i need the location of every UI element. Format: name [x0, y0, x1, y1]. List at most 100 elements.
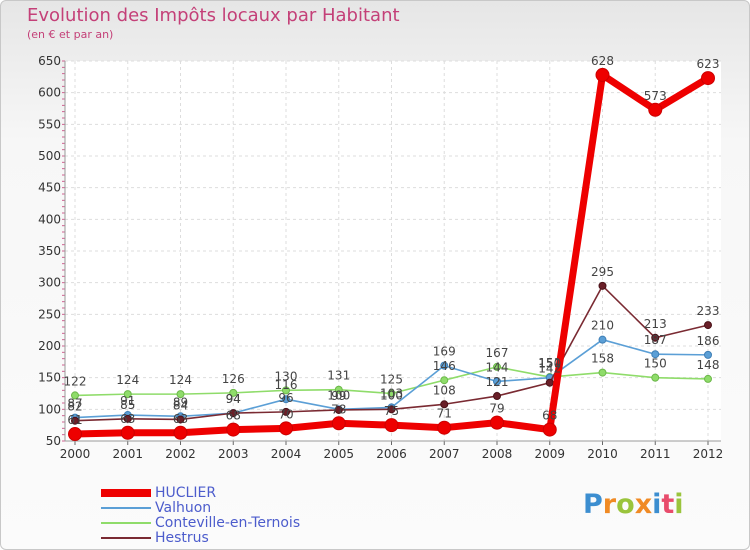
data-label-hestrus: 85: [120, 398, 135, 412]
brand-letter: P: [583, 489, 603, 520]
data-label-valhuon: 187: [644, 333, 667, 347]
x-tick-label: 2010: [587, 447, 618, 461]
data-label-conteville-en-ternois: 130: [275, 369, 298, 383]
data-point-conteville-en-ternois: [387, 389, 396, 398]
y-tick-label: 550: [38, 117, 61, 131]
x-tick-label: 2001: [112, 447, 143, 461]
legend-swatch-huclier: [101, 489, 151, 497]
data-point-hestrus: [598, 281, 607, 290]
data-point-huclier: [648, 102, 663, 117]
data-label-valhuon: 103: [380, 386, 403, 400]
chart-subtitle: (en € et par an): [27, 28, 114, 41]
data-point-huclier: [226, 422, 241, 437]
data-point-conteville-en-ternois: [440, 376, 449, 385]
x-tick-label: 2011: [640, 447, 671, 461]
data-point-conteville-en-ternois: [334, 385, 343, 394]
legend-swatch-valhuon: [101, 507, 151, 509]
brand-letter: t: [661, 489, 675, 520]
data-label-conteville-en-ternois: 124: [169, 373, 192, 387]
y-tick-label: 500: [38, 149, 61, 163]
data-label-huclier: 573: [644, 89, 667, 103]
data-label-conteville-en-ternois: 126: [222, 372, 245, 386]
data-point-conteville-en-ternois: [704, 374, 712, 383]
x-tick-label: 2008: [482, 447, 513, 461]
x-tick-label: 2002: [165, 447, 196, 461]
data-label-conteville-en-ternois: 146: [433, 359, 456, 373]
data-point-valhuon: [704, 350, 712, 359]
data-label-huclier: 61: [67, 413, 82, 427]
data-label-valhuon: 186: [697, 334, 720, 348]
data-label-hestrus: 142: [538, 362, 561, 376]
data-label-valhuon: 100: [327, 388, 350, 402]
data-label-conteville-en-ternois: 151: [538, 356, 561, 370]
data-label-valhuon: 89: [173, 395, 188, 409]
data-label-hestrus: 108: [433, 383, 456, 397]
data-point-conteville-en-ternois: [123, 390, 132, 399]
data-label-hestrus: 100: [380, 388, 403, 402]
data-point-huclier: [490, 415, 504, 430]
data-point-hestrus: [123, 414, 132, 423]
proxiti-logo[interactable]: Proxiti: [583, 489, 684, 520]
data-point-huclier: [701, 71, 715, 86]
x-tick-label: 2003: [218, 447, 249, 461]
data-label-valhuon: 150: [538, 357, 561, 371]
x-tick-label: 2012: [693, 447, 724, 461]
data-point-hestrus: [229, 409, 238, 418]
data-label-huclier: 68: [226, 409, 241, 423]
y-tick-label: 250: [38, 307, 61, 321]
legend-label-conteville: Conteville-en-Ternois: [155, 515, 301, 531]
data-point-valhuon: [440, 361, 449, 370]
y-tick-label: 150: [38, 371, 61, 385]
legend-swatch-hestrus: [101, 537, 151, 539]
data-label-conteville-en-ternois: 122: [64, 374, 87, 388]
data-label-huclier: 63: [120, 412, 135, 426]
data-label-conteville-en-ternois: 125: [380, 373, 403, 387]
data-point-valhuon: [493, 377, 501, 386]
y-tick-label: 600: [38, 86, 61, 100]
data-label-huclier: 70: [278, 407, 293, 421]
x-tick-label: 2009: [534, 447, 565, 461]
y-tick-label: 50: [46, 434, 61, 448]
data-label-valhuon: 210: [591, 319, 614, 333]
data-label-conteville-en-ternois: 148: [697, 358, 720, 372]
data-label-hestrus: 295: [591, 265, 614, 279]
brand-letter: o: [616, 489, 635, 520]
data-label-huclier: 68: [542, 409, 557, 423]
data-point-huclier: [384, 418, 399, 433]
legend-label-valhuon: Valhuon: [155, 500, 212, 516]
data-point-hestrus: [71, 416, 79, 425]
data-label-hestrus: 94: [226, 392, 241, 406]
data-label-hestrus: 82: [67, 400, 82, 414]
y-tick-label: 300: [38, 276, 61, 290]
data-label-hestrus: 96: [278, 391, 293, 405]
data-point-huclier: [437, 420, 452, 435]
data-point-valhuon: [282, 395, 290, 404]
data-label-huclier: 78: [331, 402, 346, 416]
data-label-valhuon: 91: [120, 394, 135, 408]
brand-letter: x: [634, 489, 653, 520]
data-label-valhuon: 116: [275, 378, 298, 392]
data-point-huclier: [595, 67, 610, 82]
y-tick-label: 400: [38, 212, 61, 226]
brand-letter: r: [602, 489, 617, 520]
legend-swatch-conteville: [101, 522, 151, 524]
data-point-huclier: [120, 425, 135, 440]
data-point-valhuon: [651, 350, 660, 359]
data-point-conteville-en-ternois: [282, 386, 290, 395]
data-label-valhuon: 169: [433, 345, 456, 359]
data-label-conteville-en-ternois: 124: [116, 373, 139, 387]
x-tick-label: 2004: [271, 447, 302, 461]
legend-label-hestrus: Hestrus: [155, 530, 209, 546]
data-point-conteville-en-ternois: [176, 390, 185, 399]
data-label-hestrus: 213: [644, 317, 667, 331]
legend-label-huclier: HUCLIER: [155, 485, 217, 501]
data-point-hestrus: [387, 405, 396, 414]
data-point-hestrus: [440, 400, 449, 409]
brand-letter: i: [674, 489, 684, 520]
data-point-conteville-en-ternois: [598, 368, 607, 377]
data-label-hestrus: 233: [697, 304, 720, 318]
data-label-conteville-en-ternois: 167: [486, 346, 509, 360]
data-label-huclier: 79: [489, 402, 504, 416]
y-tick-label: 350: [38, 244, 61, 258]
